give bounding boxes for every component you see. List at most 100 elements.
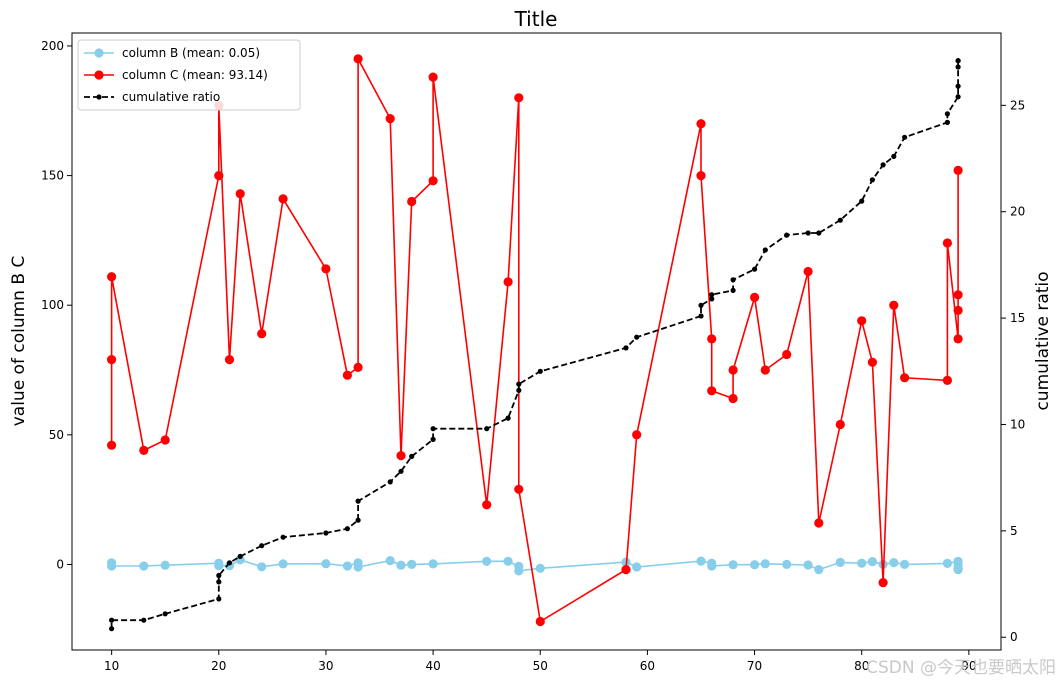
y-axis-label: value of column B C [9,256,29,427]
series-0-point [835,557,845,568]
series-2-point [537,368,543,374]
x-tick-label: 60 [640,659,655,673]
legend-label-2: cumulative ratio [122,90,220,104]
series-0-point [160,560,170,570]
series-2-point [837,217,843,223]
y2-axis-label: cumulative ratio [1033,271,1053,410]
series-0-point [803,560,813,570]
series-1-point [428,72,438,82]
series-1-point [750,292,760,302]
series-1-point [321,264,331,274]
series-1-point [385,114,395,124]
series-1-point [257,329,267,339]
series-2-point [430,426,436,432]
series-1-point [482,500,492,510]
y-tick-label: 200 [41,39,64,53]
watermark: CSDN @今天也要晒太阳 [866,658,1056,678]
series-1-point [407,196,417,207]
series-1-point [782,349,792,360]
series-1-point [214,171,224,181]
series-2-point [216,572,222,579]
x-tick-label: 90 [961,659,976,673]
series-1-point [621,565,631,575]
series-2-point [516,381,522,387]
series-1-point [428,176,438,186]
x-tick-label: 40 [425,659,440,673]
y2-tick-label: 25 [1010,98,1025,112]
series-1-point [235,189,245,199]
series-2-point [484,426,490,432]
series-0-point [707,561,717,571]
series-1-point [107,355,117,365]
series-2-point [216,579,222,585]
series-2-point [141,617,147,623]
series-1-point [632,430,642,440]
y2-tick-label: 15 [1010,311,1025,325]
y-tick-label: 50 [49,428,64,442]
series-line-1 [110,58,959,623]
series-2-point [344,526,350,532]
series-2-point [323,530,329,536]
series-2-point [355,517,361,523]
series-0-point [632,562,642,572]
x-tick-label: 10 [104,659,119,673]
series-2-point [869,177,876,183]
series-2-point [955,64,961,70]
series-1-point [514,93,524,103]
series-1-point [867,357,878,367]
legend-box [77,39,301,111]
series-1-point [160,435,170,445]
series-2-point [880,162,886,168]
series-2-point [944,111,951,117]
legend-label-0: column B (mean: 0.05) [122,46,260,60]
plot-series [107,54,963,632]
series-0-point [321,559,331,569]
series-1-point [503,277,513,287]
series-0-point [342,561,352,571]
series-2-point [259,543,265,549]
series-1-point [953,305,963,315]
x-tick-label: 80 [854,659,869,673]
series-2-point [709,296,715,302]
series-0-point [214,561,224,571]
series-0-point [696,556,706,566]
plot-frame [71,32,1002,651]
series-0-point [889,558,899,568]
y-tick-label: 150 [41,169,64,183]
series-2-point [237,553,243,560]
y2-tick-label: 5 [1010,524,1018,538]
legend-marker-0 [94,48,104,58]
series-1-point [728,365,738,375]
series-1-point [889,300,899,310]
series-2-point [762,247,768,253]
x-tick-label: 30 [318,659,333,673]
series-line-0 [110,558,959,572]
series-2-point [955,94,961,100]
y2-tick-label: 0 [1010,630,1018,644]
series-1-point [514,484,524,494]
legend-marker-1 [94,70,104,80]
x-tick-label: 50 [533,659,548,673]
series-1-point [857,316,867,326]
series-1-point [396,451,406,461]
series-1-point [835,419,845,430]
series-1-point [942,375,953,385]
series-0-point [385,556,395,566]
series-0-point [503,556,513,566]
series-1-point [353,362,363,372]
series-2-point [805,230,811,236]
series-1-point [942,238,953,248]
series-1-point [900,373,910,383]
chart-title: Title [514,7,558,31]
legend: column B (mean: 0.05) column C (mean: 93.… [77,39,301,111]
series-0-point [900,559,910,570]
series-1-point [535,616,545,627]
series-0-point [428,559,438,569]
series-0-point [857,558,867,568]
series-line-2 [110,60,959,629]
series-2-point [430,436,436,442]
series-2-point [226,560,233,566]
plot-axes: 10 20 30 40 50 60 70 80 90 0 50 100 150 200 0 5 10 15 20 25 [41,32,1025,673]
